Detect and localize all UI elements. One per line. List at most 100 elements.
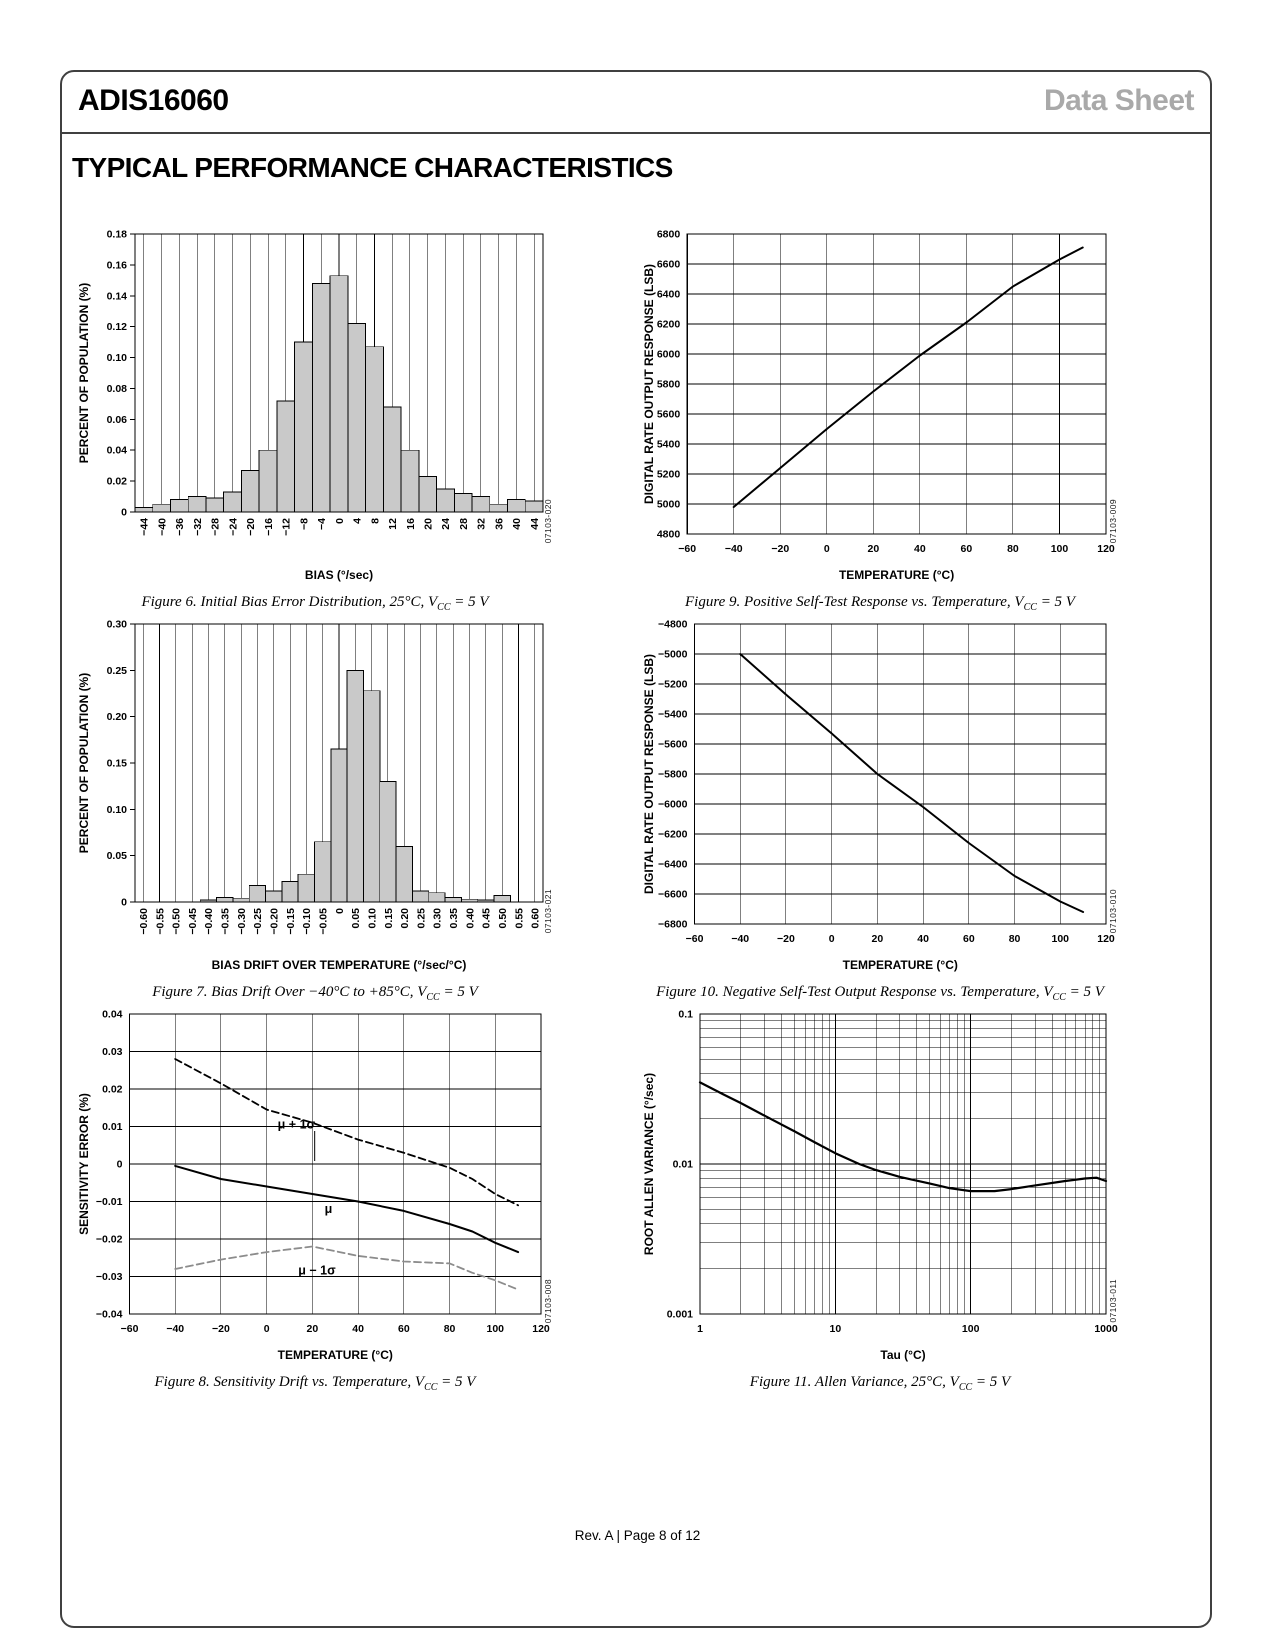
chart-negative-self-test: −60 −40 −20 0 20 40 60 80 100 120 −6800 −6600 −6400 −… [642, 619, 1115, 973]
svg-text:0.40: 0.40 [464, 908, 476, 929]
svg-text:24: 24 [440, 518, 452, 530]
svg-text:−0.40: −0.40 [203, 908, 215, 935]
svg-text:0.35: 0.35 [448, 908, 460, 929]
svg-text:μ: μ [325, 1202, 333, 1216]
svg-text:0.18: 0.18 [107, 229, 128, 241]
svg-text:0.20: 0.20 [107, 711, 128, 723]
caption-text: Figure 10. Negative Self-Test Output Res… [656, 984, 1053, 1000]
svg-text:0: 0 [829, 933, 835, 945]
svg-text:−0.55: −0.55 [154, 908, 166, 935]
page-footer: Rev. A | Page 8 of 12 [574, 1528, 701, 1543]
svg-text:60: 60 [963, 933, 975, 945]
svg-text:0.10: 0.10 [107, 352, 128, 364]
svg-text:4800: 4800 [657, 529, 681, 541]
caption-subscript: CC [1052, 992, 1066, 1003]
figure-caption: Figure 8. Sensitivity Drift vs. Temperat… [75, 1374, 555, 1393]
svg-text:0: 0 [334, 518, 346, 524]
svg-text:μ + 1σ: μ + 1σ [278, 1117, 316, 1131]
svg-text:0.60: 0.60 [530, 908, 542, 929]
svg-text:−40: −40 [725, 543, 743, 555]
svg-text:−0.45: −0.45 [187, 908, 199, 935]
svg-text:100: 100 [1051, 543, 1069, 555]
svg-text:TEMPERATURE (°C): TEMPERATURE (°C) [839, 568, 954, 582]
caption-text: Figure 8. Sensitivity Drift vs. Temperat… [154, 1374, 425, 1390]
svg-text:−0.02: −0.02 [96, 1234, 123, 1246]
svg-text:0.10: 0.10 [366, 908, 378, 929]
svg-text:40: 40 [914, 543, 926, 555]
svg-text:8: 8 [369, 518, 381, 524]
svg-text:60: 60 [398, 1323, 410, 1335]
svg-text:−0.20: −0.20 [269, 908, 281, 935]
svg-text:0.55: 0.55 [513, 908, 525, 929]
svg-text:DIGITAL RATE OUTPUT RESPONSE (: DIGITAL RATE OUTPUT RESPONSE (LSB) [642, 264, 656, 504]
svg-text:−24: −24 [227, 518, 239, 536]
doc-type-label: Data Sheet [1043, 84, 1195, 117]
svg-text:−6400: −6400 [658, 859, 688, 871]
svg-text:100: 100 [962, 1323, 980, 1335]
svg-text:−0.10: −0.10 [301, 908, 313, 935]
svg-text:0.03: 0.03 [102, 1046, 123, 1058]
page-header: ADIS16060 Data Sheet [60, 70, 1212, 134]
svg-text:28: 28 [458, 518, 470, 530]
svg-text:0.50: 0.50 [497, 908, 509, 929]
svg-text:−0.50: −0.50 [171, 908, 183, 935]
svg-text:12: 12 [387, 518, 399, 530]
svg-text:−5000: −5000 [658, 649, 688, 661]
svg-text:80: 80 [1007, 543, 1019, 555]
caption-text-after: = 5 V [450, 594, 489, 610]
svg-text:0.45: 0.45 [481, 908, 493, 929]
figure-code: 07103-020 [543, 498, 553, 543]
svg-text:−0.05: −0.05 [317, 908, 329, 935]
chart-initial-bias-histogram: 00.020.040.060.080.100.120.140.160.18−44… [77, 229, 544, 582]
svg-text:0.05: 0.05 [350, 908, 362, 929]
svg-text:0.001: 0.001 [667, 1309, 693, 1321]
svg-text:−4800: −4800 [658, 619, 688, 631]
svg-text:100: 100 [487, 1323, 505, 1335]
svg-text:0.06: 0.06 [107, 414, 128, 426]
svg-text:40: 40 [511, 518, 523, 530]
svg-text:0: 0 [121, 897, 127, 909]
svg-text:120: 120 [1097, 543, 1115, 555]
svg-text:1000: 1000 [1094, 1323, 1118, 1335]
svg-text:−6000: −6000 [658, 799, 688, 811]
caption-text: Figure 7. Bias Drift Over −40°C to +85°C… [152, 984, 427, 1000]
svg-text:−0.25: −0.25 [252, 908, 264, 935]
svg-text:−5400: −5400 [658, 709, 688, 721]
svg-text:0.25: 0.25 [415, 908, 427, 929]
svg-text:TEMPERATURE (°C): TEMPERATURE (°C) [843, 958, 958, 972]
caption-subscript: CC [424, 1382, 438, 1393]
svg-text:5000: 5000 [657, 499, 681, 511]
svg-text:−40: −40 [166, 1323, 184, 1335]
figure-code: 07103-021 [543, 888, 553, 933]
svg-text:SENSITIVITY ERROR (%): SENSITIVITY ERROR (%) [77, 1093, 91, 1235]
svg-text:−0.04: −0.04 [96, 1309, 123, 1321]
svg-text:40: 40 [917, 933, 929, 945]
svg-text:−20: −20 [777, 933, 795, 945]
svg-text:−44: −44 [139, 518, 151, 536]
chart-sensitivity-drift: −60 −40 −20 0 20 40 60 80 100 120 −0.04 −0.03 −0.02 −… [77, 1009, 550, 1363]
svg-text:ROOT ALLEN VARIANCE (°/sec): ROOT ALLEN VARIANCE (°/sec) [642, 1073, 656, 1255]
svg-text:BIAS DRIFT OVER TEMPERATURE (°: BIAS DRIFT OVER TEMPERATURE (°/sec/°C) [212, 958, 467, 972]
svg-text:16: 16 [405, 518, 417, 530]
svg-text:0.15: 0.15 [107, 758, 128, 770]
svg-text:−12: −12 [281, 518, 293, 536]
figure-11: 1 10 100 1000 0.001 0.01 0.1 Tau (°C) ROOT ALLEN… [640, 1000, 1120, 1394]
figure-caption: Figure 11. Allen Variance, 25°C, VCC = 5… [640, 1374, 1120, 1393]
svg-text:0.10: 0.10 [107, 804, 128, 816]
svg-text:−0.35: −0.35 [220, 908, 232, 935]
svg-text:−6800: −6800 [658, 919, 688, 931]
svg-text:6400: 6400 [657, 289, 681, 301]
caption-text: Figure 6. Initial Bias Error Distributio… [141, 594, 438, 610]
svg-text:100: 100 [1052, 933, 1070, 945]
svg-text:120: 120 [1097, 933, 1115, 945]
svg-text:0: 0 [824, 543, 830, 555]
svg-text:−60: −60 [121, 1323, 139, 1335]
chart-bias-drift-histogram: 0 0.05 0.10 0.15 0.20 0.25 0.30 −0.60 −0.55 −0.50… [77, 619, 544, 972]
caption-text-after: = 5 V [972, 1374, 1011, 1390]
svg-text:0: 0 [334, 908, 346, 914]
svg-text:DIGITAL RATE OUTPUT RESPONSE (: DIGITAL RATE OUTPUT RESPONSE (LSB) [642, 654, 656, 894]
svg-text:−28: −28 [210, 518, 222, 536]
svg-text:0.01: 0.01 [673, 1159, 694, 1171]
svg-text:μ − 1σ: μ − 1σ [298, 1264, 336, 1278]
